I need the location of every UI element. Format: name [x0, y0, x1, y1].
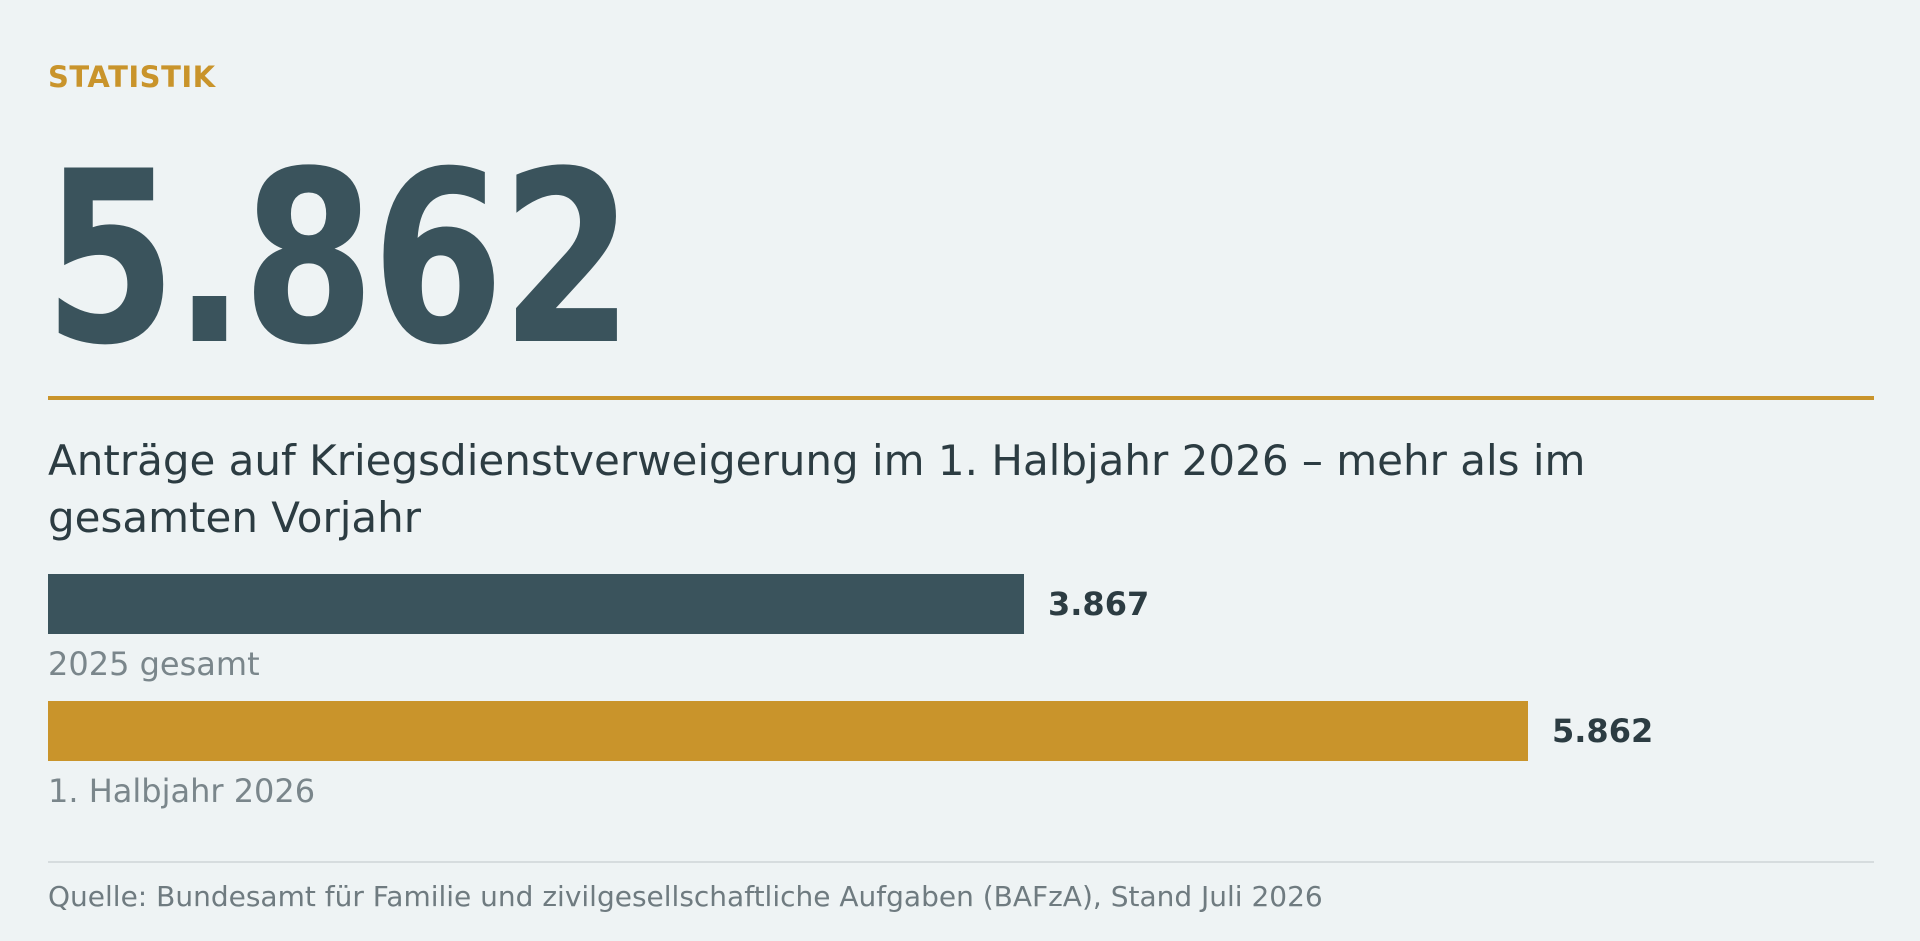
headline-number: 5.862: [44, 121, 633, 398]
bar-category-label: 2025 gesamt: [48, 645, 260, 683]
source-note: Quelle: Bundesamt für Familie und zivilg…: [48, 880, 1323, 913]
bar-value-label: 3.867: [1048, 585, 1150, 623]
headline-text: Anträge auf Kriegsdienstverweigerung im …: [48, 436, 1586, 542]
footer-divider: [48, 861, 1874, 863]
bar-category-label: 1. Halbjahr 2026: [48, 772, 316, 810]
bar-1: [48, 574, 1024, 634]
bar-value-label: 5.862: [1552, 712, 1654, 750]
section-label: STATISTIK: [48, 60, 216, 94]
bar-2: [48, 701, 1528, 761]
infographic: STATISTIK 5.862 Anträge auf Kriegsdienst…: [44, 0, 1874, 941]
accent-divider: [48, 396, 1874, 400]
bar-chart: 3.867 2025 gesamt 5.862 1. Halbjahr 2026: [48, 574, 1874, 824]
